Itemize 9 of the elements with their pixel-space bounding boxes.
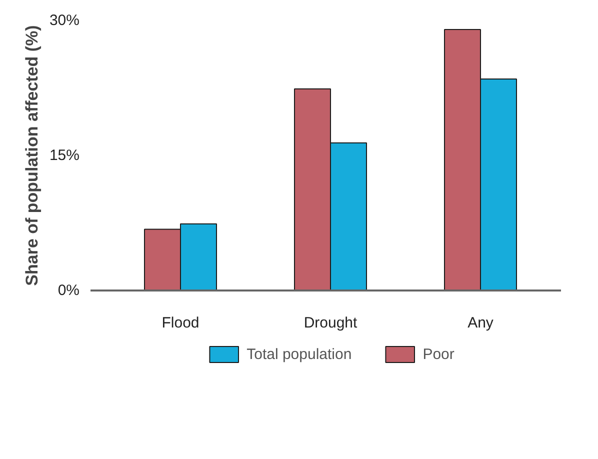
y-axis-title: Share of population affected (%) [22,25,42,286]
legend-label: Poor [422,346,454,362]
y-tick-label: 30% [49,12,80,29]
legend-label: Total population [246,346,352,362]
x-tick-label: Any [468,314,494,332]
y-tick-label: 0% [58,282,80,299]
x-tick-label: Flood [162,314,200,332]
y-tick-label: 15% [49,147,80,164]
x-tick-label: Drought [304,314,358,332]
